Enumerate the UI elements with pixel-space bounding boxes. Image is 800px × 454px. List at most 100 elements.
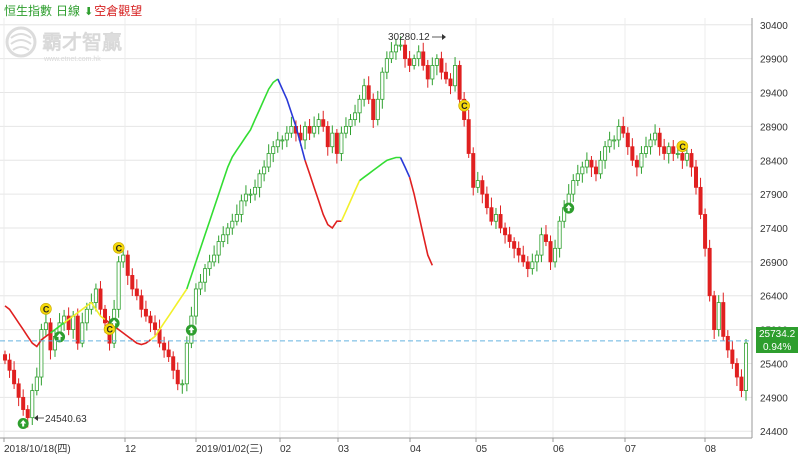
- candle-body: [548, 241, 553, 263]
- high-annotation: 30280.12: [388, 32, 446, 43]
- x-axis: 2018/10/18(四) 12 2019/01/02(三) 02 03 04 05 06 07…: [3, 438, 717, 454]
- candle-body: [671, 146, 676, 154]
- close-signal-icon: C: [676, 140, 689, 153]
- y-tick-label: 27400: [760, 224, 788, 235]
- close-signal-label: C: [679, 142, 686, 152]
- trend-segment: [4, 305, 51, 348]
- candle-body: [225, 227, 230, 236]
- candle-body: [153, 322, 158, 331]
- candle-body: [334, 132, 339, 154]
- candle-body: [689, 153, 694, 168]
- candle-body: [612, 139, 617, 142]
- x-tick-label: 2019/01/02(三): [196, 444, 263, 454]
- candle-body: [675, 153, 680, 155]
- candle-body: [34, 376, 39, 391]
- candle-body: [543, 234, 548, 242]
- candle-body: [425, 65, 430, 80]
- candle-body: [653, 132, 658, 141]
- candle-body: [148, 315, 153, 324]
- x-tick-label: 04: [410, 444, 422, 454]
- candle-body: [125, 254, 130, 276]
- candle-body: [434, 58, 439, 66]
- candle-body: [307, 125, 312, 134]
- candle-body: [693, 166, 698, 188]
- candle-body: [48, 322, 53, 351]
- candle-body: [384, 58, 389, 73]
- candle-body: [698, 186, 703, 215]
- candle-body: [3, 354, 8, 361]
- candle-body: [657, 132, 662, 148]
- trend-segment: [63, 301, 106, 324]
- candle-body: [598, 159, 603, 175]
- candle-body: [316, 119, 321, 127]
- candle-body: [171, 356, 176, 371]
- candle-body: [430, 65, 435, 80]
- candle-body: [716, 302, 721, 331]
- candle-body: [134, 288, 139, 297]
- candle-body: [198, 281, 203, 290]
- candle-body: [480, 180, 485, 195]
- trend-segment: [399, 157, 411, 178]
- candle-body: [530, 261, 535, 270]
- low-label: 24540.63: [45, 414, 87, 425]
- candle-body: [734, 363, 739, 378]
- low-annotation: 24540.63: [34, 414, 87, 425]
- candle-body: [634, 159, 639, 168]
- trend-segment: [277, 78, 306, 161]
- candle-body: [66, 315, 71, 331]
- x-tick-label: 02: [280, 444, 292, 454]
- candle-body: [103, 308, 108, 324]
- watermark-brand: 霸才智贏: [42, 30, 122, 54]
- last-price-value: 25734.2: [759, 329, 796, 340]
- candle-body: [221, 234, 226, 242]
- last-change-value: 0.94%: [763, 342, 791, 353]
- candles: [3, 36, 749, 428]
- chart-header: 恒生指數 日線 ⬇空倉觀望: [4, 2, 146, 19]
- candle-body: [503, 227, 508, 236]
- trend-segment: [408, 176, 434, 266]
- candle-body: [357, 98, 362, 114]
- x-tick-label: 2018/10/18(四): [4, 444, 71, 454]
- candle-body: [162, 342, 167, 351]
- y-tick-label: 29900: [760, 55, 788, 66]
- candle-body: [730, 349, 735, 364]
- trend-segment: [150, 288, 188, 341]
- candle-body: [475, 180, 480, 188]
- candle-body: [16, 383, 21, 398]
- candle-body: [75, 315, 80, 344]
- candle-body: [448, 78, 453, 87]
- candle-body: [593, 166, 598, 175]
- candle-body: [616, 125, 621, 141]
- close-signal-icon: C: [40, 303, 52, 315]
- candle-body: [521, 254, 526, 263]
- candle-body: [266, 153, 271, 168]
- close-signal-label: C: [461, 101, 468, 111]
- x-tick-label: 05: [476, 444, 488, 454]
- candle-body: [203, 268, 208, 283]
- candle-body: [725, 335, 730, 351]
- close-signal-icon: C: [112, 242, 125, 254]
- candle-body: [239, 200, 244, 215]
- candle-body: [575, 173, 580, 181]
- candle-body: [403, 44, 408, 60]
- candle-body: [557, 220, 562, 249]
- y-tick-label: 24400: [760, 427, 788, 438]
- candle-body: [234, 214, 239, 222]
- y-tick-label: 29400: [760, 89, 788, 100]
- candle-body: [439, 58, 444, 73]
- trend-segment: [186, 78, 279, 290]
- candle-body: [516, 247, 521, 256]
- candle-body: [339, 132, 344, 154]
- candle-body: [262, 166, 267, 175]
- candle-body: [389, 51, 394, 60]
- y-tick-label: 24900: [760, 393, 788, 404]
- candle-body: [407, 58, 412, 66]
- watermark-url: www.etnet.com.hk: [43, 56, 101, 63]
- candle-body: [353, 112, 358, 121]
- x-tick-label: 06: [553, 444, 565, 454]
- candle-body: [507, 234, 512, 242]
- trend-segment: [304, 160, 342, 230]
- period-label: 日線: [56, 4, 81, 18]
- candle-body: [143, 308, 148, 317]
